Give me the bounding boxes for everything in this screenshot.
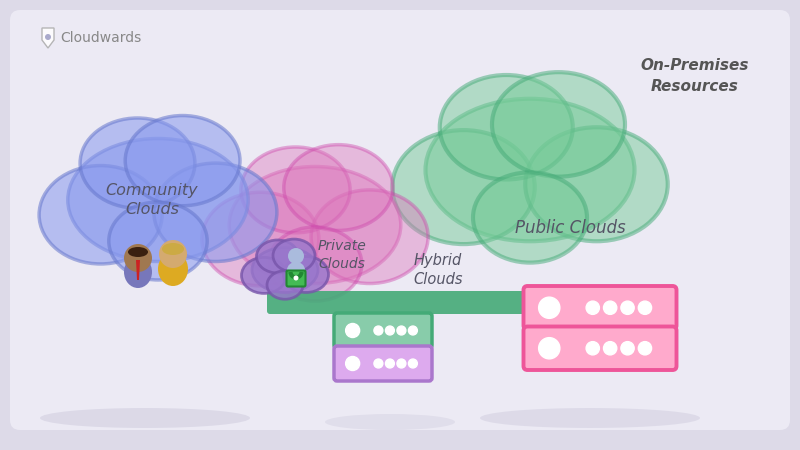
Circle shape [586,301,599,315]
Text: Hybrid
Clouds: Hybrid Clouds [414,252,462,288]
Ellipse shape [158,252,188,286]
Ellipse shape [526,127,668,241]
Circle shape [374,359,383,368]
Ellipse shape [426,99,634,241]
Ellipse shape [440,75,573,180]
FancyBboxPatch shape [334,346,432,381]
Ellipse shape [283,256,329,292]
FancyBboxPatch shape [334,313,432,348]
Circle shape [288,248,304,264]
Circle shape [374,326,383,335]
Circle shape [621,301,634,315]
Ellipse shape [273,239,315,272]
Circle shape [409,359,418,368]
Ellipse shape [257,240,298,273]
Ellipse shape [284,144,393,230]
Ellipse shape [252,248,318,292]
Ellipse shape [154,163,277,261]
Circle shape [638,342,651,355]
Polygon shape [136,260,140,280]
Text: Cloudwards: Cloudwards [60,31,142,45]
Ellipse shape [162,243,184,255]
Circle shape [538,297,560,318]
Ellipse shape [109,202,207,280]
Circle shape [638,301,651,315]
Polygon shape [42,28,54,48]
Ellipse shape [124,256,152,288]
Circle shape [386,359,394,368]
FancyBboxPatch shape [523,286,677,329]
Ellipse shape [267,271,303,299]
Text: Public Clouds: Public Clouds [514,219,626,237]
Ellipse shape [80,118,195,208]
Ellipse shape [325,414,455,430]
Circle shape [346,324,360,338]
Text: Private
Clouds: Private Clouds [318,239,366,271]
Ellipse shape [392,130,534,244]
Circle shape [621,342,634,355]
Circle shape [397,359,406,368]
Circle shape [603,301,617,315]
Ellipse shape [242,257,286,293]
Circle shape [538,338,560,359]
Text: Community
Clouds: Community Clouds [106,183,198,217]
Ellipse shape [268,227,362,301]
Ellipse shape [287,262,305,278]
FancyBboxPatch shape [10,10,790,430]
Circle shape [603,342,617,355]
FancyBboxPatch shape [267,291,558,314]
Circle shape [159,240,187,268]
Ellipse shape [68,139,248,261]
FancyBboxPatch shape [523,327,677,370]
Ellipse shape [229,166,401,284]
Ellipse shape [492,72,625,177]
Text: On-Premises
Resources: On-Premises Resources [641,58,750,94]
Ellipse shape [480,408,700,428]
Ellipse shape [241,147,350,233]
Ellipse shape [125,116,240,206]
FancyBboxPatch shape [286,270,306,287]
Circle shape [409,326,418,335]
Circle shape [45,34,51,40]
Ellipse shape [40,408,250,428]
Ellipse shape [202,192,319,286]
Ellipse shape [39,166,162,264]
Circle shape [586,342,599,355]
Circle shape [386,326,394,335]
Ellipse shape [128,247,148,257]
Circle shape [397,326,406,335]
Circle shape [124,244,152,272]
Ellipse shape [311,190,428,284]
Circle shape [294,275,298,280]
Circle shape [346,356,360,370]
Ellipse shape [473,172,587,263]
